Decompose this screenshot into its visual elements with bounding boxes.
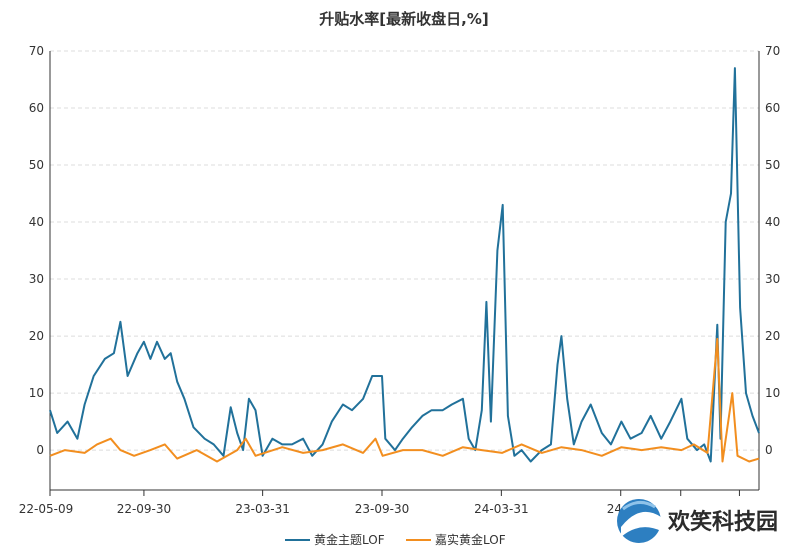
legend-label-series-1: 黄金主题LOF bbox=[314, 532, 385, 547]
y-tick-label-left: 10 bbox=[29, 386, 44, 400]
y-tick-label-left: 50 bbox=[29, 158, 44, 172]
y-tick-label-left: 30 bbox=[29, 272, 44, 286]
y-tick-label-right: 40 bbox=[765, 215, 780, 229]
y-tick-label-right: 0 bbox=[765, 443, 773, 457]
watermark-text: 欢笑科技园 bbox=[667, 509, 778, 535]
chart-title: 升贴水率[最新收盘日,%] bbox=[319, 10, 488, 28]
y-tick-label-right: 30 bbox=[765, 272, 780, 286]
x-tick-label: 23-09-30 bbox=[355, 502, 409, 516]
watermark: 欢笑科技园 bbox=[617, 499, 778, 543]
x-tick-label: 22-09-30 bbox=[117, 502, 171, 516]
legend-item-series-2[interactable]: 嘉实黄金LOF bbox=[406, 532, 506, 547]
y-tick-label-left: 20 bbox=[29, 329, 44, 343]
x-tick-label: 22-05-09 bbox=[19, 502, 73, 516]
x-tick-label: 24-03-31 bbox=[474, 502, 528, 516]
series-lines bbox=[49, 67, 760, 463]
grid-lines bbox=[50, 50, 759, 451]
y-tick-label-left: 60 bbox=[29, 101, 44, 115]
legend-label-series-2: 嘉实黄金LOF bbox=[435, 532, 506, 547]
y-tick-label-right: 70 bbox=[765, 44, 780, 58]
y-tick-label-left: 0 bbox=[36, 443, 44, 457]
legend: 黄金主题LOF 嘉实黄金LOF bbox=[285, 532, 506, 547]
y-tick-label-left: 70 bbox=[29, 44, 44, 58]
legend-item-series-1[interactable]: 黄金主题LOF bbox=[285, 532, 385, 547]
x-tick-label: 23-03-31 bbox=[235, 502, 289, 516]
series-line-2 bbox=[49, 337, 760, 463]
y-tick-label-right: 20 bbox=[765, 329, 780, 343]
y-tick-label-right: 60 bbox=[765, 101, 780, 115]
series-line-1 bbox=[49, 67, 760, 463]
y-tick-label-right: 50 bbox=[765, 158, 780, 172]
axes: 0 0 10 10 20 20 30 30 40 40 50 50 60 60 70 70 22-05-09 22… bbox=[19, 44, 781, 516]
y-tick-label-left: 40 bbox=[29, 215, 44, 229]
y-tick-label-right: 10 bbox=[765, 386, 780, 400]
watermark-logo-icon bbox=[617, 499, 661, 543]
